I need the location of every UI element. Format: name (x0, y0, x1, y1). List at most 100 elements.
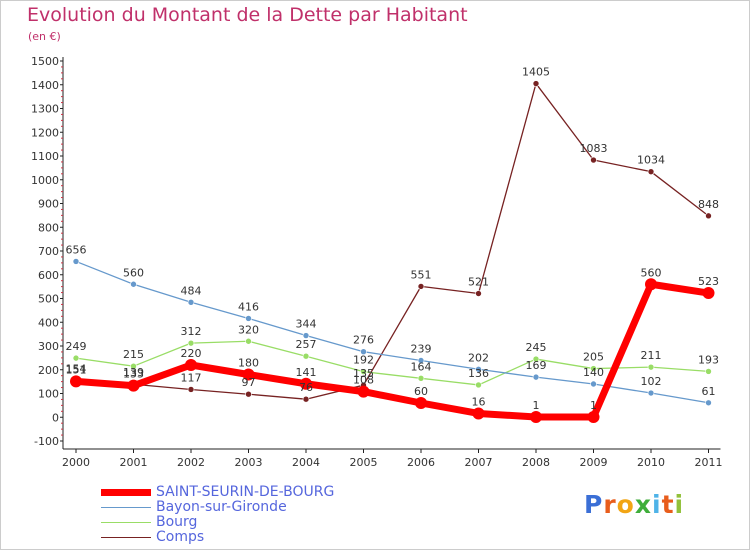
series-point-0 (242, 368, 255, 381)
series-point-1 (302, 332, 310, 339)
series-point-1 (360, 348, 367, 356)
y-tick-label: 1100 (31, 150, 59, 163)
data-label: 117 (181, 371, 202, 384)
legend-swatch-comps (101, 537, 151, 538)
y-tick-label: 1500 (31, 55, 59, 68)
series-line-3 (75, 82, 710, 400)
series-point-0 (530, 411, 542, 424)
series-line-0 (72, 280, 712, 421)
data-label: 164 (411, 360, 432, 373)
data-label: 108 (353, 374, 374, 387)
data-label: 416 (238, 300, 259, 313)
y-tick-label: 1000 (31, 174, 59, 187)
series-point-3 (302, 395, 310, 403)
legend-swatch-saint-seurin (101, 489, 151, 496)
legend-swatch-bayon (101, 507, 151, 508)
y-tick-label: -100 (34, 435, 59, 448)
legend-label-bourg: Bourg (156, 514, 198, 530)
data-label: 1 (590, 399, 597, 412)
series-line-2 (75, 340, 710, 386)
data-label: 211 (641, 349, 662, 362)
series-point-1 (590, 380, 597, 388)
data-label: 202 (468, 351, 489, 364)
logo-letter: i (674, 490, 685, 519)
x-tick-label: 2010 (637, 456, 665, 469)
data-label: 16 (472, 395, 486, 408)
data-label: 245 (526, 341, 547, 354)
x-tick-label: 2002 (177, 456, 205, 469)
data-label: 1405 (522, 66, 550, 79)
data-label: 848 (698, 198, 719, 211)
y-tick-label: 800 (38, 221, 59, 234)
y-tick-label: 300 (38, 340, 59, 353)
series-point-3 (705, 212, 712, 220)
series-point-1 (245, 315, 252, 322)
series-point-2 (72, 354, 80, 362)
series-point-1 (417, 357, 425, 364)
logo-letter: t (661, 490, 675, 519)
logo-letter: o (616, 490, 635, 519)
y-tick-label: 0 (52, 411, 59, 424)
series-line-1 (75, 260, 710, 404)
legend-label-comps: Comps (156, 529, 205, 545)
series-point-1 (647, 389, 655, 397)
data-label: 276 (353, 334, 374, 347)
data-label: 656 (66, 243, 87, 256)
logo-letter: i (652, 490, 662, 519)
series-point-1 (705, 399, 712, 407)
series-point-0 (702, 287, 715, 300)
data-label: 193 (698, 353, 719, 366)
series-point-3 (475, 290, 482, 297)
chart-unit-label: (en €) (28, 30, 61, 43)
data-label: 239 (411, 342, 432, 355)
data-label: 249 (66, 340, 87, 353)
series-point-2 (532, 355, 540, 363)
data-label: 180 (238, 357, 259, 370)
data-label: 1 (533, 399, 540, 412)
chart-legend: SAINT-SEURIN-DE-BOURG Bayon-sur-Gironde … (101, 485, 441, 545)
series-point-0 (472, 407, 485, 420)
data-label: 154 (66, 363, 87, 376)
data-label: 484 (181, 284, 202, 297)
logo-letter: P (584, 490, 604, 519)
data-label: 192 (353, 354, 374, 367)
y-tick-label: 700 (38, 245, 59, 258)
legend-item-bourg[interactable]: Bourg (101, 515, 441, 530)
series-point-2 (187, 339, 195, 347)
x-tick-label: 2008 (522, 456, 550, 469)
y-tick-label: 500 (38, 293, 59, 306)
series-point-3 (532, 80, 540, 87)
data-label: 1083 (580, 142, 608, 155)
series-point-1 (130, 280, 137, 288)
data-label: 76 (299, 381, 313, 394)
series-point-0 (415, 397, 427, 409)
series-point-2 (302, 352, 310, 360)
data-label: 257 (296, 338, 317, 351)
proxiti-logo: Proxiti (584, 490, 684, 519)
data-label: 344 (296, 318, 317, 331)
legend-item-comps[interactable]: Comps (101, 530, 441, 545)
series-point-3 (417, 283, 425, 290)
data-label: 560 (123, 266, 144, 279)
legend-label-bayon: Bayon-sur-Gironde (156, 499, 287, 515)
y-tick-label: 1200 (31, 126, 59, 139)
data-label: 151 (66, 363, 87, 376)
series-point-2 (705, 368, 712, 375)
series-point-0 (127, 379, 140, 392)
data-label: 136 (468, 367, 489, 380)
legend-item-bayon[interactable]: Bayon-sur-Gironde (101, 500, 441, 515)
series-point-2 (245, 337, 252, 345)
y-tick-label: 1400 (31, 79, 59, 92)
y-tick-label: 900 (38, 198, 59, 211)
data-label: 205 (583, 351, 604, 364)
data-label: 139 (123, 366, 144, 379)
x-tick-label: 2007 (465, 456, 493, 469)
data-label: 1034 (637, 154, 665, 167)
data-label: 560 (641, 266, 662, 279)
data-label: 61 (702, 385, 716, 398)
data-label: 523 (698, 275, 719, 288)
data-label: 135 (353, 367, 374, 380)
x-tick-label: 2005 (350, 456, 378, 469)
legend-item-saint-seurin[interactable]: SAINT-SEURIN-DE-BOURG (101, 485, 441, 500)
